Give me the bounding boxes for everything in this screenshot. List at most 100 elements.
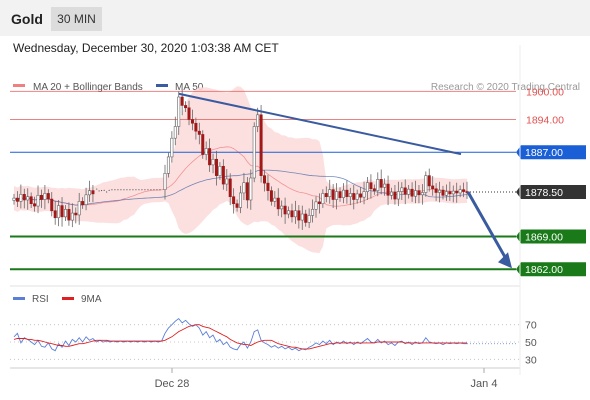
level-tag-box xyxy=(516,262,586,277)
candle xyxy=(427,168,431,192)
x-tick-label-dec28: Dec 28 xyxy=(155,378,190,390)
candle-body xyxy=(427,175,431,187)
candle-body xyxy=(283,205,287,215)
candle xyxy=(256,107,260,133)
candle-body xyxy=(393,191,397,200)
candle xyxy=(317,193,321,214)
candle-body xyxy=(187,107,191,120)
candle-body xyxy=(311,209,315,216)
x-tick-label-jan4: Jan 4 xyxy=(471,378,498,390)
candle xyxy=(208,138,212,172)
candle xyxy=(444,184,448,201)
candle xyxy=(424,171,428,197)
candle-body xyxy=(228,178,232,198)
candle-body xyxy=(263,175,267,184)
candle-body xyxy=(434,188,438,193)
candle xyxy=(348,187,352,206)
candle xyxy=(214,150,218,186)
candle-body xyxy=(249,177,253,201)
candle xyxy=(417,185,421,204)
candle-body xyxy=(29,196,33,205)
rsi-tick-label: 30 xyxy=(525,354,537,366)
candle-body xyxy=(383,183,387,188)
candle-body xyxy=(410,188,414,197)
candle xyxy=(39,189,43,208)
candle-body xyxy=(462,189,466,192)
level-tag-support: 1862.00 xyxy=(516,262,586,277)
candle-body xyxy=(314,201,318,210)
candle-body xyxy=(379,179,383,188)
candle-body xyxy=(33,203,37,207)
candle xyxy=(218,162,222,180)
legend-label-rsi: RSI xyxy=(32,294,49,305)
bollinger-band-area xyxy=(14,86,467,254)
candle-body xyxy=(331,189,335,200)
candle-body xyxy=(36,194,40,207)
candle-body xyxy=(441,189,445,196)
candle xyxy=(386,175,390,206)
candle-body xyxy=(304,213,308,223)
candle xyxy=(252,122,256,183)
rsi-gridlines: 70 50 30 xyxy=(10,320,537,366)
candle xyxy=(355,189,359,204)
candle-body xyxy=(386,183,390,196)
candle-body xyxy=(235,203,239,208)
candle-body xyxy=(256,114,260,127)
candle xyxy=(431,176,435,196)
legend-label-ma20: MA 20 + Bollinger Bands xyxy=(33,82,143,93)
candle-body xyxy=(180,96,184,106)
candle xyxy=(407,185,411,199)
candle xyxy=(273,191,277,207)
candle-body xyxy=(365,182,369,192)
timeframe-button[interactable]: 30 MIN xyxy=(51,7,102,31)
candle-body xyxy=(184,105,188,109)
candle xyxy=(300,205,304,230)
candle xyxy=(441,185,445,200)
candle-body xyxy=(173,126,177,139)
header-bar: Gold 30 MIN xyxy=(0,0,590,36)
holiday-gap-line xyxy=(96,188,162,193)
candle xyxy=(228,173,232,206)
candle-body xyxy=(438,189,442,193)
candle-body xyxy=(280,205,284,210)
level-label-5: 1862.00 xyxy=(525,264,563,276)
candle xyxy=(293,200,297,224)
candle xyxy=(328,179,332,204)
candle-body xyxy=(74,212,78,216)
candle xyxy=(331,184,335,208)
legend-swatch-rsi xyxy=(13,297,25,300)
candle xyxy=(26,188,30,210)
level-tag-box xyxy=(516,229,586,244)
candle xyxy=(170,131,174,163)
candle-body xyxy=(232,196,236,205)
candle xyxy=(276,188,280,216)
candle xyxy=(225,169,229,192)
candle xyxy=(88,180,92,202)
candle-body xyxy=(211,158,215,166)
candle xyxy=(297,205,301,229)
candle xyxy=(448,181,452,201)
candle xyxy=(177,91,181,135)
candle xyxy=(438,181,442,203)
candle xyxy=(67,202,71,226)
candle-body xyxy=(424,175,428,193)
candle-body xyxy=(376,179,380,191)
candle-body xyxy=(166,156,170,174)
candle xyxy=(46,189,50,204)
candle-body xyxy=(221,165,225,185)
candle xyxy=(414,180,418,204)
candle xyxy=(369,174,373,199)
bollinger-bands xyxy=(14,86,467,254)
candle xyxy=(242,172,246,200)
projection-arrow-shaft xyxy=(466,191,510,264)
candle-body xyxy=(369,182,373,190)
candle xyxy=(393,185,397,205)
candle xyxy=(396,181,400,207)
candle-body xyxy=(266,182,270,191)
candle xyxy=(434,183,438,201)
candle-body xyxy=(297,210,301,221)
candle xyxy=(321,189,325,208)
candle-body xyxy=(420,192,424,196)
candle xyxy=(287,206,291,219)
candle-body xyxy=(444,191,448,196)
